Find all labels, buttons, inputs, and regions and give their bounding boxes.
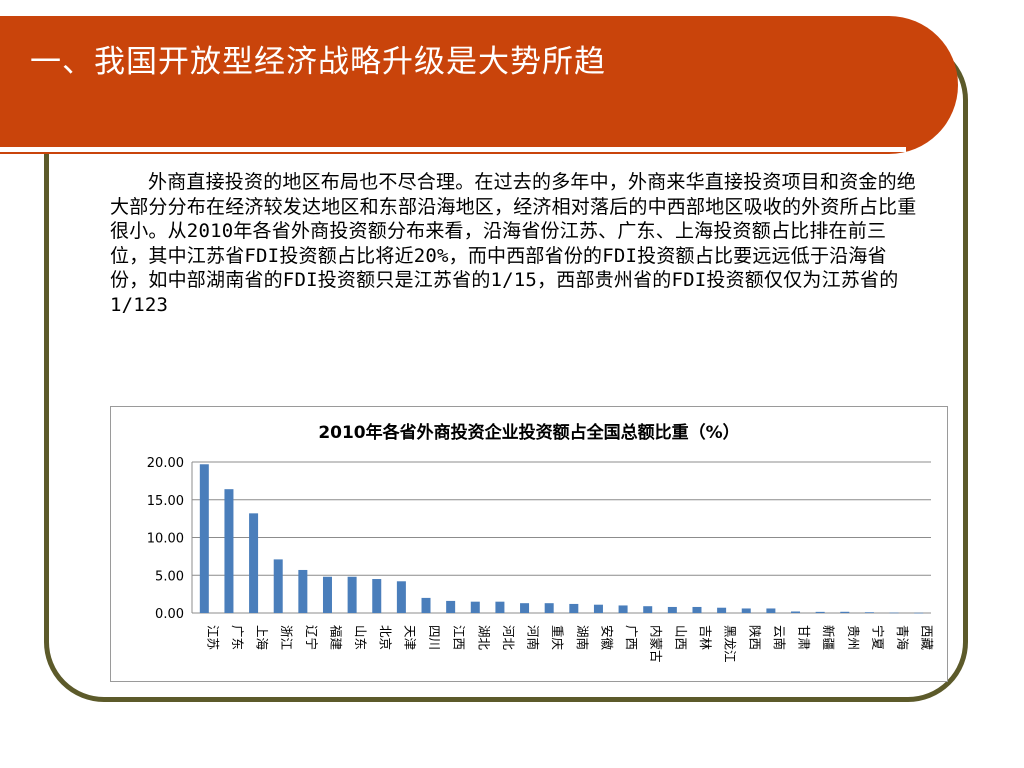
y-tick-label: 10.00 xyxy=(147,532,184,547)
bar-陕西 xyxy=(741,608,751,613)
bar-山东 xyxy=(347,576,357,613)
x-tick-label: 吉林 xyxy=(698,625,713,651)
bar-辽宁 xyxy=(298,569,308,613)
y-tick-label: 20.00 xyxy=(147,456,184,471)
chart-svg: 2010年各省外商投资企业投资额占全国总额比重（%） 0.00 5.00 10.00… xyxy=(147,422,935,663)
x-tick-label: 江苏 xyxy=(205,625,220,650)
bar-四川 xyxy=(421,597,431,613)
y-tick-label: 5.00 xyxy=(155,569,184,584)
x-tick-label: 福建 xyxy=(328,625,343,651)
bar-江苏 xyxy=(199,464,209,613)
bar-云南 xyxy=(766,608,776,613)
bar-湖北 xyxy=(470,601,480,613)
x-tick-label: 广西 xyxy=(624,625,639,650)
bar-安徽 xyxy=(593,604,603,613)
x-tick-label: 云南 xyxy=(772,625,787,650)
body-paragraph: 外商直接投资的地区布局也不尽合理。在过去的多年中，外商来华直接投资项目和资金的绝… xyxy=(110,171,917,316)
x-tick-label: 青海 xyxy=(895,625,910,651)
bar-甘肃 xyxy=(791,611,801,613)
x-tick-label: 重庆 xyxy=(550,625,565,651)
bar-江西 xyxy=(446,600,456,613)
bar-河南 xyxy=(520,603,530,613)
x-tick-label: 天津 xyxy=(402,625,417,650)
y-tick-label: 15.00 xyxy=(147,494,184,509)
x-tick-label: 江西 xyxy=(452,625,467,650)
bar-黑龙江 xyxy=(717,607,727,613)
x-tick-label: 内蒙古 xyxy=(649,625,664,663)
bar-内蒙古 xyxy=(643,606,653,613)
x-tick-label: 上海 xyxy=(255,625,270,651)
slide-title: 一、我国开放型经济战略升级是大势所趋 xyxy=(30,44,606,80)
chart-axes: 0.00 5.00 10.00 15.00 20.00 江苏 广东 上海 浙江 辽宁 福建 山东 北京天… xyxy=(147,456,935,663)
bar-河北 xyxy=(495,601,505,613)
x-tick-label: 新疆 xyxy=(821,625,836,650)
x-tick-label: 宁夏 xyxy=(870,625,885,651)
x-tick-label: 浙江 xyxy=(279,625,294,650)
bar-宁夏 xyxy=(864,612,874,613)
title-banner: 一、我国开放型经济战略升级是大势所趋 xyxy=(0,16,958,154)
bar-广东 xyxy=(224,489,234,613)
x-tick-label: 广东 xyxy=(230,625,245,650)
x-tick-label: 贵州 xyxy=(846,625,861,650)
chart-bars xyxy=(199,464,924,614)
bar-吉林 xyxy=(692,606,702,613)
bar-山西 xyxy=(667,606,677,613)
x-tick-label: 河南 xyxy=(526,625,541,650)
bar-北京 xyxy=(372,579,382,613)
bar-浙江 xyxy=(273,559,283,613)
x-tick-label: 四川 xyxy=(427,625,442,650)
x-tick-label: 湖南 xyxy=(575,625,590,650)
bar-新疆 xyxy=(815,611,825,613)
bar-贵州 xyxy=(840,611,850,613)
x-tick-label: 山西 xyxy=(673,625,688,650)
bar-福建 xyxy=(322,576,332,613)
bar-青海 xyxy=(889,612,899,614)
bar-上海 xyxy=(249,513,259,613)
bar-chart: 2010年各省外商投资企业投资额占全国总额比重（%） 0.00 5.00 10.00… xyxy=(110,406,948,682)
bar-广西 xyxy=(618,605,628,613)
chart-gridlines xyxy=(192,461,931,614)
x-tick-label: 安徽 xyxy=(599,625,614,651)
x-tick-label: 湖北 xyxy=(476,625,491,651)
x-tick-label: 辽宁 xyxy=(304,625,319,650)
bar-重庆 xyxy=(544,603,554,613)
x-tick-label: 甘肃 xyxy=(797,625,812,650)
x-tick-label: 西藏 xyxy=(920,625,935,651)
bar-西藏 xyxy=(914,612,924,614)
x-tick-label: 陕西 xyxy=(747,625,762,650)
x-tick-label: 黑龙江 xyxy=(723,625,738,663)
banner-rule xyxy=(0,147,906,152)
x-tick-label: 山东 xyxy=(353,625,368,650)
bar-湖南 xyxy=(569,603,579,613)
chart-title: 2010年各省外商投资企业投资额占全国总额比重（%） xyxy=(318,422,739,443)
bar-天津 xyxy=(396,581,406,613)
x-tick-label: 河北 xyxy=(501,625,516,651)
y-tick-label: 0.00 xyxy=(155,607,184,622)
x-tick-label: 北京 xyxy=(378,625,393,650)
